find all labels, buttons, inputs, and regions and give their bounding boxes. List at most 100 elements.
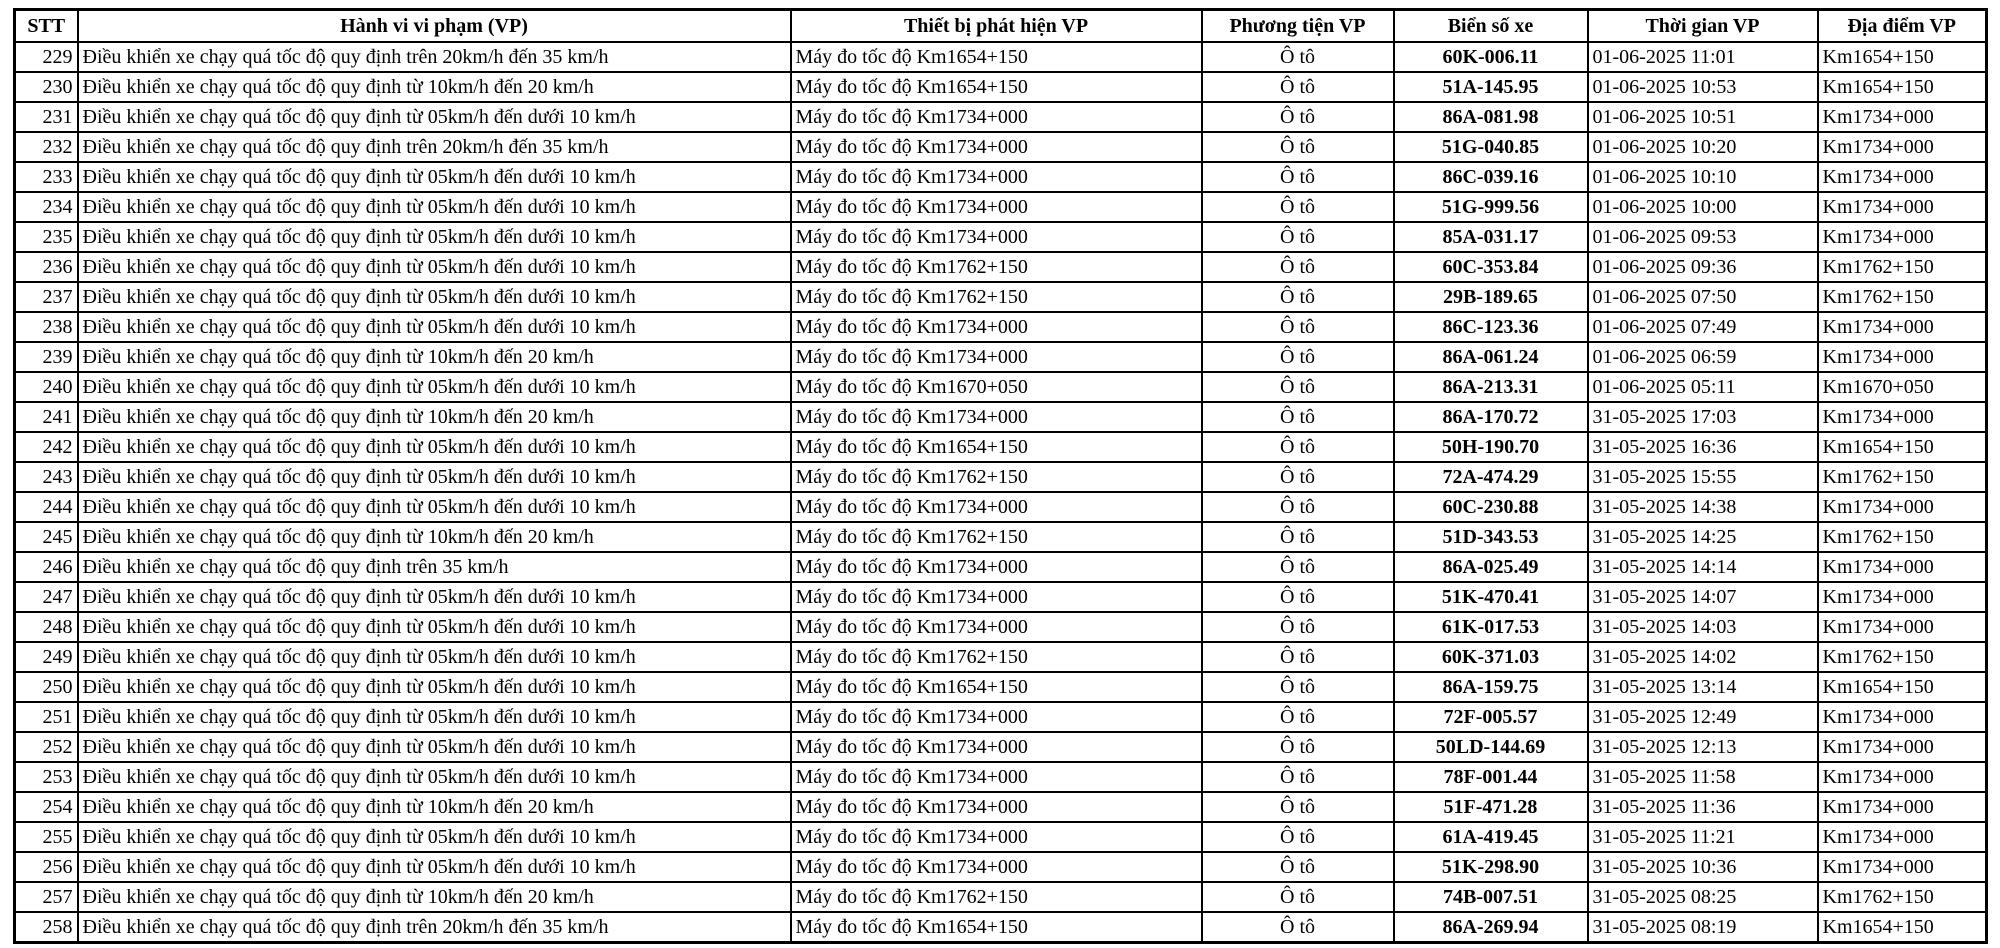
cell-stt: 241 xyxy=(13,401,79,433)
cell-location: Km1762+150 xyxy=(1816,521,1988,553)
cell-vehicle: Ô tô xyxy=(1200,371,1395,403)
cell-location: Km1734+000 xyxy=(1816,191,1988,223)
cell-time: 01-06-2025 10:00 xyxy=(1586,191,1819,223)
cell-plate: 60K-006.11 xyxy=(1392,41,1589,73)
table-row: 237 Điều khiển xe chạy quá tốc độ quy địn… xyxy=(13,281,1988,313)
cell-location: Km1762+150 xyxy=(1816,281,1988,313)
cell-time: 31-05-2025 12:13 xyxy=(1586,731,1819,763)
cell-location: Km1734+000 xyxy=(1816,221,1988,253)
cell-vehicle: Ô tô xyxy=(1200,461,1395,493)
cell-violation: Điều khiển xe chạy quá tốc độ quy định t… xyxy=(76,311,792,343)
cell-violation: Điều khiển xe chạy quá tốc độ quy định t… xyxy=(76,491,792,523)
cell-device: Máy đo tốc độ Km1734+000 xyxy=(789,791,1203,823)
cell-vehicle: Ô tô xyxy=(1200,221,1395,253)
cell-plate: 50H-190.70 xyxy=(1392,431,1589,463)
table-row: 249 Điều khiển xe chạy quá tốc độ quy địn… xyxy=(13,641,1988,673)
cell-device: Máy đo tốc độ Km1734+000 xyxy=(789,701,1203,733)
cell-time: 01-06-2025 09:36 xyxy=(1586,251,1819,283)
cell-violation: Điều khiển xe chạy quá tốc độ quy định t… xyxy=(76,671,792,703)
cell-violation: Điều khiển xe chạy quá tốc độ quy định t… xyxy=(76,131,792,163)
cell-violation: Điều khiển xe chạy quá tốc độ quy định t… xyxy=(76,521,792,553)
cell-stt: 230 xyxy=(13,71,79,103)
cell-violation: Điều khiển xe chạy quá tốc độ quy định t… xyxy=(76,341,792,373)
cell-stt: 229 xyxy=(13,41,79,73)
cell-device: Máy đo tốc độ Km1762+150 xyxy=(789,281,1203,313)
cell-violation: Điều khiển xe chạy quá tốc độ quy định t… xyxy=(76,821,792,853)
cell-stt: 234 xyxy=(13,191,79,223)
cell-time: 31-05-2025 11:58 xyxy=(1586,761,1819,793)
cell-device: Máy đo tốc độ Km1734+000 xyxy=(789,311,1203,343)
cell-plate: 29B-189.65 xyxy=(1392,281,1589,313)
cell-vehicle: Ô tô xyxy=(1200,311,1395,343)
cell-stt: 255 xyxy=(13,821,79,853)
table-row: 243 Điều khiển xe chạy quá tốc độ quy địn… xyxy=(13,461,1988,493)
cell-plate: 86A-025.49 xyxy=(1392,551,1589,583)
cell-device: Máy đo tốc độ Km1734+000 xyxy=(789,581,1203,613)
cell-vehicle: Ô tô xyxy=(1200,881,1395,913)
cell-plate: 51F-471.28 xyxy=(1392,791,1589,823)
cell-plate: 51K-298.90 xyxy=(1392,851,1589,883)
cell-vehicle: Ô tô xyxy=(1200,281,1395,313)
cell-plate: 61K-017.53 xyxy=(1392,611,1589,643)
cell-device: Máy đo tốc độ Km1654+150 xyxy=(789,41,1203,73)
cell-location: Km1734+000 xyxy=(1816,731,1988,763)
table-row: 240 Điều khiển xe chạy quá tốc độ quy địn… xyxy=(13,371,1988,403)
cell-location: Km1734+000 xyxy=(1816,581,1988,613)
cell-stt: 236 xyxy=(13,251,79,283)
cell-vehicle: Ô tô xyxy=(1200,161,1395,193)
cell-stt: 258 xyxy=(13,911,79,944)
cell-time: 31-05-2025 13:14 xyxy=(1586,671,1819,703)
cell-vehicle: Ô tô xyxy=(1200,761,1395,793)
cell-time: 01-06-2025 07:49 xyxy=(1586,311,1819,343)
cell-location: Km1762+150 xyxy=(1816,881,1988,913)
column-header-stt: STT xyxy=(13,8,79,43)
column-header-time: Thời gian VP xyxy=(1586,8,1819,43)
cell-device: Máy đo tốc độ Km1734+000 xyxy=(789,221,1203,253)
cell-violation: Điều khiển xe chạy quá tốc độ quy định t… xyxy=(76,791,792,823)
cell-device: Máy đo tốc độ Km1734+000 xyxy=(789,131,1203,163)
table-row: 255 Điều khiển xe chạy quá tốc độ quy địn… xyxy=(13,821,1988,853)
cell-location: Km1734+000 xyxy=(1816,491,1988,523)
cell-vehicle: Ô tô xyxy=(1200,401,1395,433)
table-row: 258 Điều khiển xe chạy quá tốc độ quy địn… xyxy=(13,911,1988,944)
cell-device: Máy đo tốc độ Km1734+000 xyxy=(789,761,1203,793)
cell-time: 01-06-2025 09:53 xyxy=(1586,221,1819,253)
cell-plate: 51K-470.41 xyxy=(1392,581,1589,613)
table-row: 242 Điều khiển xe chạy quá tốc độ quy địn… xyxy=(13,431,1988,463)
cell-plate: 60K-371.03 xyxy=(1392,641,1589,673)
table-row: 250 Điều khiển xe chạy quá tốc độ quy địn… xyxy=(13,671,1988,703)
cell-location: Km1654+150 xyxy=(1816,911,1988,944)
cell-location: Km1734+000 xyxy=(1816,311,1988,343)
table-row: 247 Điều khiển xe chạy quá tốc độ quy địn… xyxy=(13,581,1988,613)
table-row: 231 Điều khiển xe chạy quá tốc độ quy địn… xyxy=(13,101,1988,133)
cell-violation: Điều khiển xe chạy quá tốc độ quy định t… xyxy=(76,41,792,73)
cell-plate: 74B-007.51 xyxy=(1392,881,1589,913)
cell-device: Máy đo tốc độ Km1734+000 xyxy=(789,101,1203,133)
cell-time: 31-05-2025 08:19 xyxy=(1586,911,1819,944)
cell-plate: 72F-005.57 xyxy=(1392,701,1589,733)
cell-device: Máy đo tốc độ Km1734+000 xyxy=(789,191,1203,223)
table-row: 230 Điều khiển xe chạy quá tốc độ quy địn… xyxy=(13,71,1988,103)
cell-vehicle: Ô tô xyxy=(1200,431,1395,463)
cell-stt: 232 xyxy=(13,131,79,163)
cell-location: Km1762+150 xyxy=(1816,251,1988,283)
cell-violation: Điều khiển xe chạy quá tốc độ quy định t… xyxy=(76,551,792,583)
cell-vehicle: Ô tô xyxy=(1200,41,1395,73)
cell-violation: Điều khiển xe chạy quá tốc độ quy định t… xyxy=(76,641,792,673)
cell-stt: 254 xyxy=(13,791,79,823)
cell-violation: Điều khiển xe chạy quá tốc độ quy định t… xyxy=(76,731,792,763)
cell-device: Máy đo tốc độ Km1670+050 xyxy=(789,371,1203,403)
table-row: 238 Điều khiển xe chạy quá tốc độ quy địn… xyxy=(13,311,1988,343)
cell-violation: Điều khiển xe chạy quá tốc độ quy định t… xyxy=(76,251,792,283)
table-row: 233 Điều khiển xe chạy quá tốc độ quy địn… xyxy=(13,161,1988,193)
cell-location: Km1734+000 xyxy=(1816,131,1988,163)
table-row: 234 Điều khiển xe chạy quá tốc độ quy địn… xyxy=(13,191,1988,223)
cell-stt: 248 xyxy=(13,611,79,643)
cell-time: 01-06-2025 10:51 xyxy=(1586,101,1819,133)
cell-violation: Điều khiển xe chạy quá tốc độ quy định t… xyxy=(76,461,792,493)
cell-vehicle: Ô tô xyxy=(1200,911,1395,944)
cell-time: 01-06-2025 11:01 xyxy=(1586,41,1819,73)
table-row: 244 Điều khiển xe chạy quá tốc độ quy địn… xyxy=(13,491,1988,523)
table-row: 235 Điều khiển xe chạy quá tốc độ quy địn… xyxy=(13,221,1988,253)
